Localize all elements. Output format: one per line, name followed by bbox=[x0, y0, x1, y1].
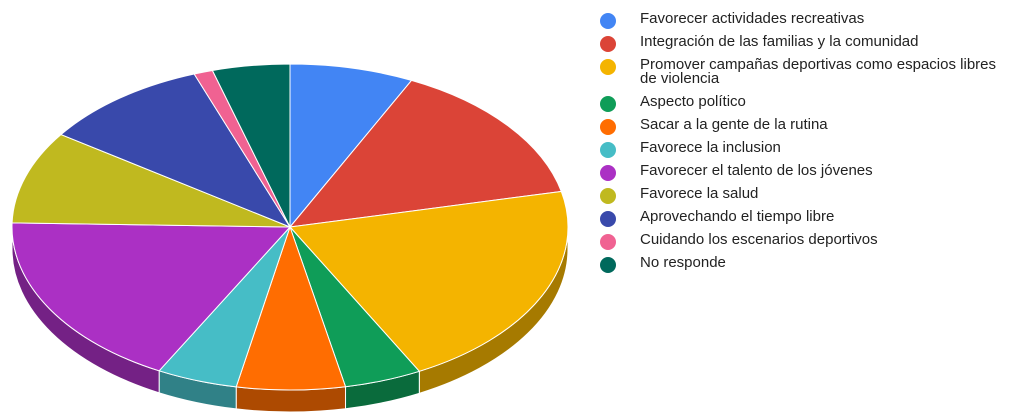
pie-slice-aprovechando-el-tiempo-libre[interactable] bbox=[60, 73, 292, 229]
legend-item[interactable]: Cuidando los escenarios deportivos bbox=[598, 231, 1010, 250]
pie-sides bbox=[11, 226, 569, 413]
legend: Favorecer actividades recreativas Integra… bbox=[598, 10, 1010, 279]
legend-swatch bbox=[600, 119, 616, 135]
legend-swatch bbox=[600, 96, 616, 112]
pie-slices bbox=[11, 63, 569, 391]
legend-item[interactable]: No responde bbox=[598, 254, 1010, 273]
legend-label: Aprovechando el tiempo libre bbox=[640, 208, 835, 225]
legend-swatch bbox=[600, 257, 616, 273]
legend-item[interactable]: Favorece la salud bbox=[598, 185, 1010, 204]
pie-chart-graphic bbox=[11, 63, 569, 413]
legend-item[interactable]: Aspecto político bbox=[598, 93, 1010, 112]
legend-item[interactable]: Integración de las familias y la comunid… bbox=[598, 33, 1010, 52]
legend-label: Favorece la salud bbox=[640, 185, 759, 202]
legend-item[interactable]: Aprovechando el tiempo libre bbox=[598, 208, 1010, 227]
legend-swatch bbox=[600, 211, 616, 227]
pie-slice-promover-campanas-deportivas-como-espacios-libres-de-violencia[interactable] bbox=[288, 190, 569, 372]
pie-slice-favorece-la-salud[interactable] bbox=[11, 133, 291, 228]
legend-label: Sacar a la gente de la rutina bbox=[640, 116, 828, 133]
legend-swatch bbox=[600, 59, 616, 75]
legend-label: Favorecer actividades recreativas bbox=[640, 10, 865, 27]
pie-slice-integracion-de-las-familias-y-la-comunidad[interactable] bbox=[288, 79, 562, 228]
legend-label: Favorecer el talento de los jóvenes bbox=[640, 162, 873, 179]
legend-item[interactable]: Favorece la inclusion bbox=[598, 139, 1010, 158]
legend-item[interactable]: Promover campañas deportivas como espaci… bbox=[598, 56, 1010, 87]
legend-label: Cuidando los escenarios deportivos bbox=[640, 231, 878, 248]
legend-swatch bbox=[600, 234, 616, 250]
legend-item[interactable]: Favorecer actividades recreativas bbox=[598, 10, 1010, 29]
legend-swatch bbox=[600, 142, 616, 158]
legend-swatch bbox=[600, 188, 616, 204]
pie-slice-favorecer-el-talento-de-los-jovenes[interactable] bbox=[11, 222, 292, 372]
legend-swatch bbox=[600, 13, 616, 29]
pie-slice-no-responde[interactable] bbox=[211, 63, 291, 228]
legend-label: Integración de las familias y la comunid… bbox=[640, 33, 919, 50]
legend-label: Aspecto político bbox=[640, 93, 746, 110]
pie-slice-favorecer-actividades-recreativas[interactable] bbox=[289, 63, 413, 229]
legend-item[interactable]: Sacar a la gente de la rutina bbox=[598, 116, 1010, 135]
legend-label: Favorece la inclusion bbox=[640, 139, 781, 156]
legend-swatch bbox=[600, 36, 616, 52]
legend-swatch bbox=[600, 165, 616, 181]
legend-label: Promover campañas deportivas como espaci… bbox=[640, 56, 996, 87]
legend-label: No responde bbox=[640, 254, 726, 271]
legend-item[interactable]: Favorecer el talento de los jóvenes bbox=[598, 162, 1010, 181]
